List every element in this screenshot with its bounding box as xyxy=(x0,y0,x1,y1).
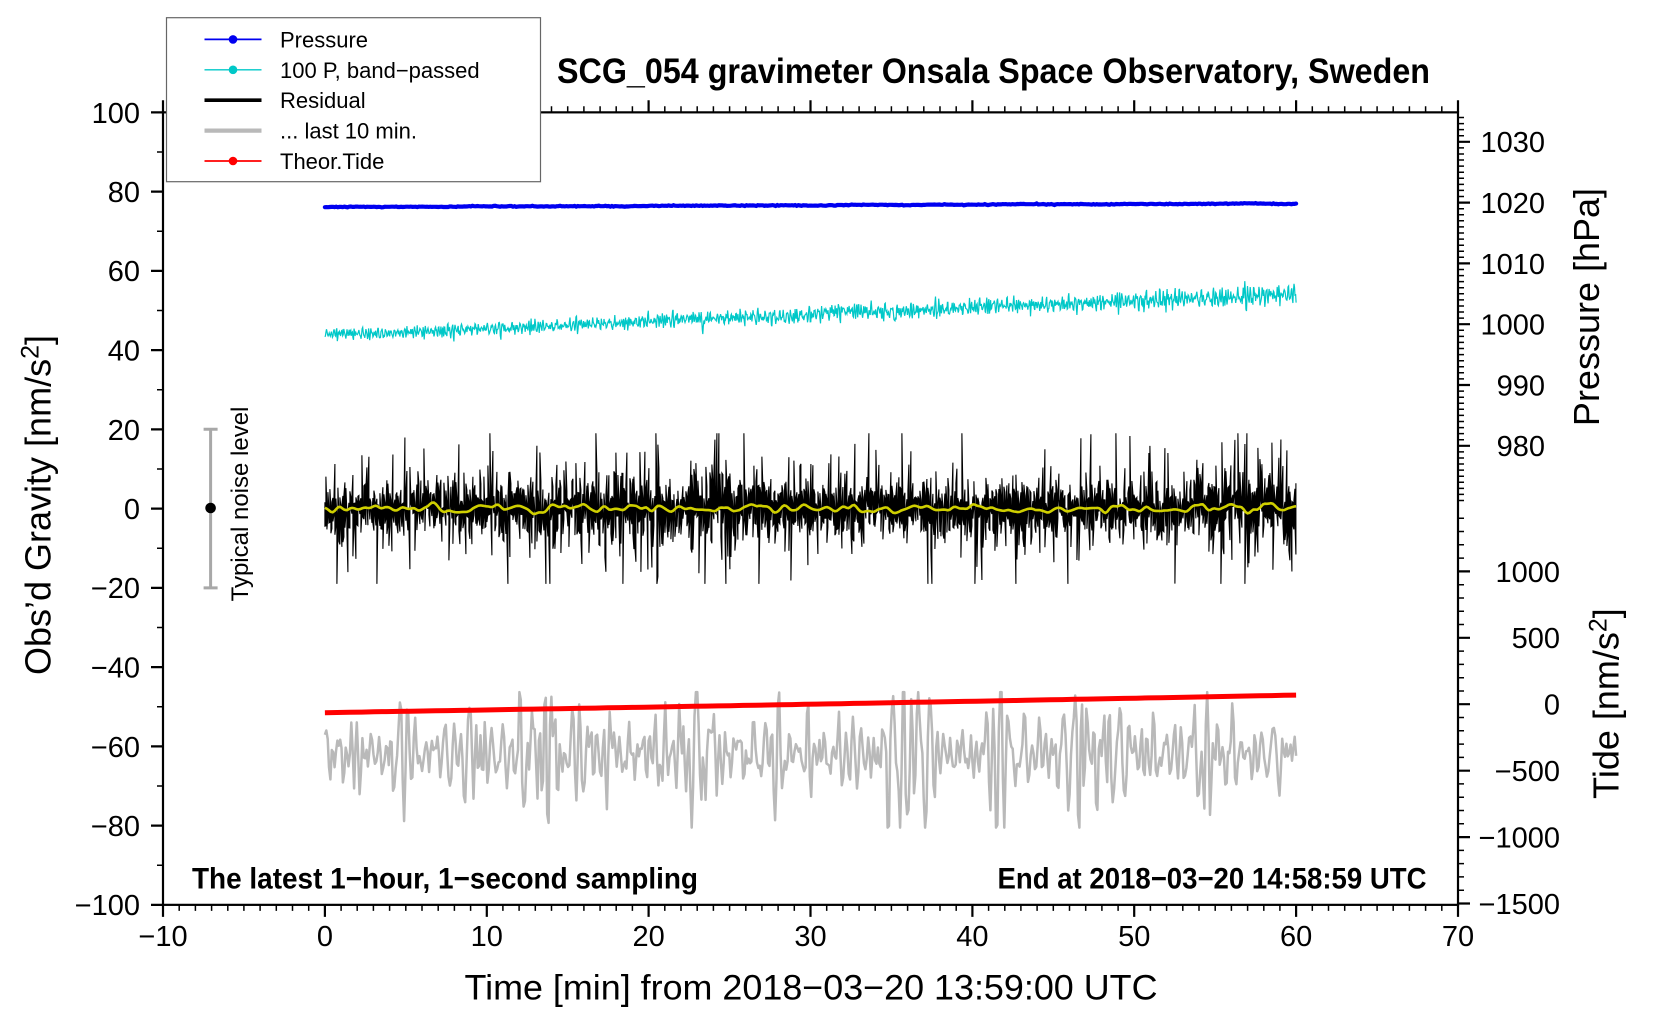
svg-text:SCG_054 gravimeter Onsala Spac: SCG_054 gravimeter Onsala Space Observat… xyxy=(557,52,1430,91)
svg-text:Theor.Tide: Theor.Tide xyxy=(280,149,384,174)
svg-text:−500: −500 xyxy=(1495,756,1560,788)
svg-text:20: 20 xyxy=(108,415,140,447)
svg-text:1000: 1000 xyxy=(1495,557,1560,589)
svg-text:−60: −60 xyxy=(91,732,140,764)
svg-text:1030: 1030 xyxy=(1480,127,1545,159)
svg-text:0: 0 xyxy=(317,921,333,953)
svg-text:80: 80 xyxy=(108,177,140,209)
svg-text:−1000: −1000 xyxy=(1479,823,1560,855)
svg-text:End at 2018−03−20 14:58:59 UTC: End at 2018−03−20 14:58:59 UTC xyxy=(998,863,1427,896)
svg-text:500: 500 xyxy=(1512,623,1560,655)
svg-text:60: 60 xyxy=(1280,921,1312,953)
svg-text:60: 60 xyxy=(108,256,140,288)
svg-text:40: 40 xyxy=(108,336,140,368)
svg-text:70: 70 xyxy=(1442,921,1474,953)
svg-text:Typical noise level: Typical noise level xyxy=(227,407,254,602)
svg-text:50: 50 xyxy=(1118,921,1150,953)
svg-text:990: 990 xyxy=(1497,370,1545,402)
svg-text:Pressure [hPa]: Pressure [hPa] xyxy=(1566,188,1607,426)
svg-text:0: 0 xyxy=(1544,690,1560,722)
svg-text:100: 100 xyxy=(92,98,140,130)
svg-text:1000: 1000 xyxy=(1480,310,1545,342)
svg-text:980: 980 xyxy=(1497,431,1545,463)
svg-text:Tide [nm/s2]: Tide [nm/s2] xyxy=(1585,608,1627,799)
svg-text:−80: −80 xyxy=(91,811,140,843)
svg-text:−20: −20 xyxy=(91,573,140,605)
svg-text:0: 0 xyxy=(124,494,140,526)
svg-text:10: 10 xyxy=(471,921,503,953)
svg-text:−10: −10 xyxy=(138,921,187,953)
svg-text:30: 30 xyxy=(794,921,826,953)
svg-text:Time [min] from 2018−03−20 13:: Time [min] from 2018−03−20 13:59:00 UTC xyxy=(465,969,1158,1008)
svg-text:Obs’d Gravity [nm/s2]: Obs’d Gravity [nm/s2] xyxy=(17,335,59,675)
svg-text:−1500: −1500 xyxy=(1479,889,1560,921)
svg-text:Pressure: Pressure xyxy=(280,27,368,52)
svg-text:The latest 1−hour, 1−second sa: The latest 1−hour, 1−second sampling xyxy=(192,863,698,896)
svg-text:−100: −100 xyxy=(75,890,140,922)
svg-text:20: 20 xyxy=(632,921,664,953)
svg-text:100 P, band−passed: 100 P, band−passed xyxy=(280,58,480,83)
svg-text:1020: 1020 xyxy=(1480,188,1545,220)
svg-text:40: 40 xyxy=(956,921,988,953)
svg-text:Residual: Residual xyxy=(280,88,366,113)
svg-text:1010: 1010 xyxy=(1480,249,1545,281)
svg-text:−40: −40 xyxy=(91,653,140,685)
svg-text:... last 10 min.: ... last 10 min. xyxy=(280,119,417,144)
